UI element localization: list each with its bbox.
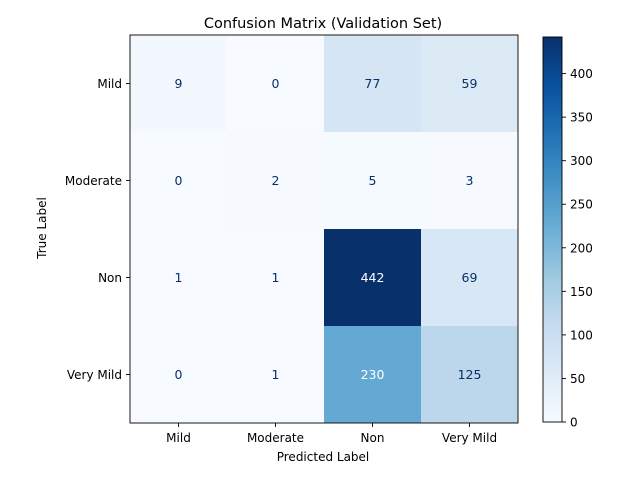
x-axis-label: Predicted Label bbox=[277, 450, 370, 464]
x-tick-label: Moderate bbox=[247, 431, 304, 445]
colorbar-tick-label: 250 bbox=[570, 198, 593, 212]
heatmap-cell bbox=[421, 326, 518, 423]
heatmap-cell bbox=[324, 326, 421, 423]
cell-value-label: 1 bbox=[272, 270, 280, 285]
colorbar-tick-label: 200 bbox=[570, 241, 593, 255]
cell-value-label: 0 bbox=[175, 173, 183, 188]
y-tick-label: Mild bbox=[97, 77, 122, 91]
colorbar bbox=[542, 36, 563, 423]
heatmap-cell bbox=[421, 132, 518, 229]
heatmap-cell bbox=[324, 35, 421, 132]
y-tick-label: Moderate bbox=[65, 174, 122, 188]
cell-value-label: 0 bbox=[175, 367, 183, 382]
colorbar-tick-label: 0 bbox=[570, 416, 578, 430]
y-axis-ticks: Mild Moderate Non Very Mild bbox=[65, 77, 130, 382]
cell-value-label: 2 bbox=[272, 173, 280, 188]
plot-frame bbox=[129, 34, 519, 424]
heatmap-cell bbox=[130, 326, 227, 423]
heatmap-cell bbox=[227, 229, 324, 326]
heatmap-cell bbox=[130, 132, 227, 229]
x-axis-ticks: Mild Moderate Non Very Mild bbox=[166, 423, 497, 445]
cell-value-label: 59 bbox=[462, 76, 478, 91]
colorbar-ticks: 0 50 100 150 200 250 300 350 400 bbox=[562, 67, 593, 430]
cell-value-label: 442 bbox=[361, 270, 385, 285]
x-tick-label: Very Mild bbox=[442, 431, 497, 445]
heatmap-cells bbox=[130, 35, 518, 423]
cell-value-label: 77 bbox=[365, 76, 381, 91]
heatmap-cell bbox=[421, 229, 518, 326]
cell-value-label: 1 bbox=[175, 270, 183, 285]
heatmap-cell bbox=[227, 326, 324, 423]
x-tick-label: Non bbox=[361, 431, 385, 445]
cell-value-label: 5 bbox=[369, 173, 377, 188]
heatmap-cell bbox=[130, 35, 227, 132]
y-axis-label: True Label bbox=[35, 197, 49, 260]
heatmap-cell-labels: 9 0 77 59 0 2 5 3 1 1 442 69 0 1 230 125 bbox=[175, 76, 482, 382]
cell-value-label: 125 bbox=[458, 367, 482, 382]
colorbar-tick-label: 400 bbox=[570, 67, 593, 81]
heatmap-cell bbox=[227, 132, 324, 229]
x-tick-label: Mild bbox=[166, 431, 191, 445]
cell-value-label: 3 bbox=[466, 173, 474, 188]
heatmap-cell bbox=[227, 35, 324, 132]
cell-value-label: 9 bbox=[175, 76, 183, 91]
colorbar-tick-label: 100 bbox=[570, 328, 593, 342]
y-tick-label: Very Mild bbox=[67, 368, 122, 382]
cell-value-label: 230 bbox=[361, 367, 385, 382]
cell-value-label: 0 bbox=[272, 76, 280, 91]
heatmap-cell bbox=[130, 229, 227, 326]
colorbar-tick-label: 150 bbox=[570, 285, 593, 299]
chart-title: Confusion Matrix (Validation Set) bbox=[204, 16, 442, 32]
heatmap-cell bbox=[324, 229, 421, 326]
heatmap-cell bbox=[421, 35, 518, 132]
heatmap-cell bbox=[324, 132, 421, 229]
y-tick-label: Non bbox=[98, 271, 122, 285]
cell-value-label: 69 bbox=[462, 270, 478, 285]
colorbar-tick-label: 350 bbox=[570, 111, 593, 125]
colorbar-tick-label: 50 bbox=[570, 372, 585, 386]
cell-value-label: 1 bbox=[272, 367, 280, 382]
colorbar-tick-label: 300 bbox=[570, 154, 593, 168]
